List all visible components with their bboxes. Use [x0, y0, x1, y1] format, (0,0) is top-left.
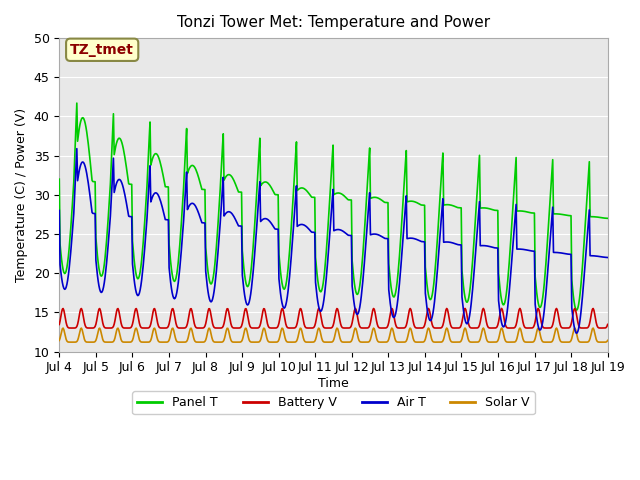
Y-axis label: Temperature (C) / Power (V): Temperature (C) / Power (V) [15, 108, 28, 282]
Legend: Panel T, Battery V, Air T, Solar V: Panel T, Battery V, Air T, Solar V [132, 391, 535, 414]
X-axis label: Time: Time [318, 377, 349, 390]
Text: TZ_tmet: TZ_tmet [70, 43, 134, 57]
Title: Tonzi Tower Met: Temperature and Power: Tonzi Tower Met: Temperature and Power [177, 15, 490, 30]
